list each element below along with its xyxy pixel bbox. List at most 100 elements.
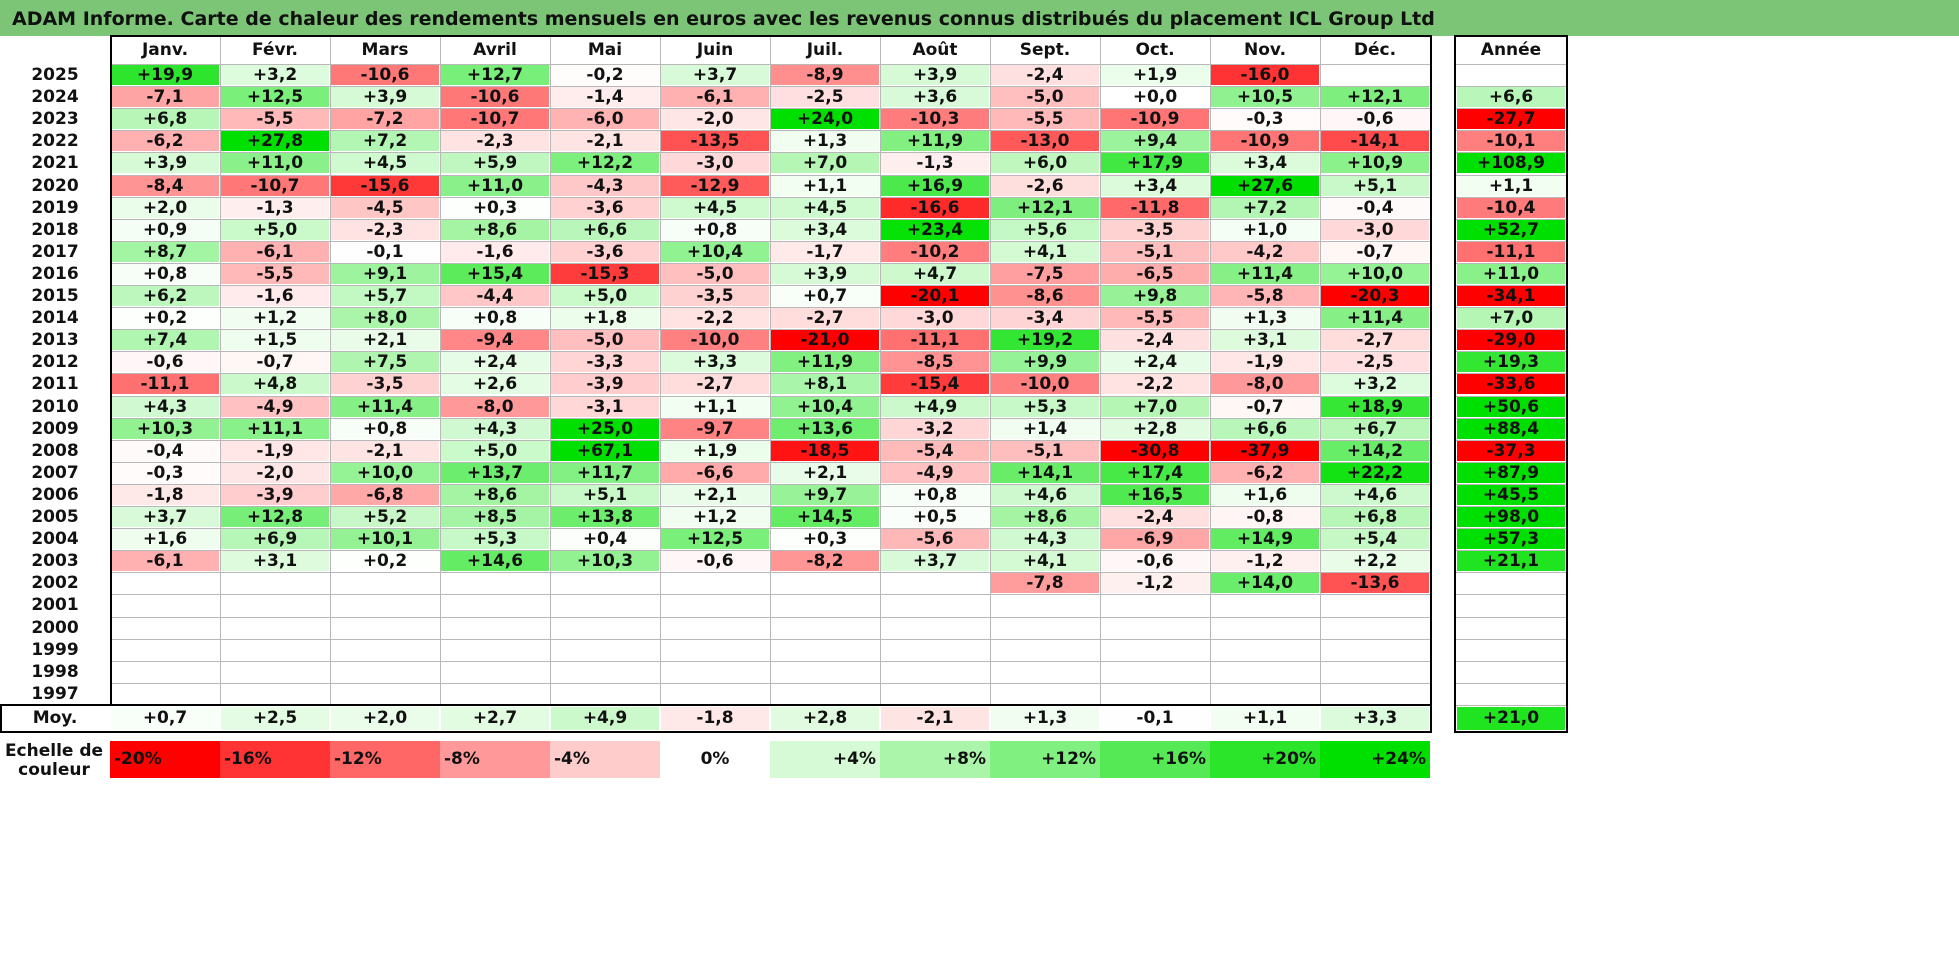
year-label: 2000 xyxy=(31,617,79,638)
heatmap-cell: -2,5 xyxy=(771,87,879,108)
grid-line xyxy=(1100,37,1101,705)
heatmap-cell: +0,9 xyxy=(111,219,219,240)
heatmap-cell: -2,6 xyxy=(991,175,1099,196)
heatmap-cell: +11,4 xyxy=(331,396,439,417)
heatmap-cell xyxy=(1101,639,1209,660)
heatmap-cell xyxy=(991,595,1099,616)
heatmap-cell: -5,5 xyxy=(221,109,329,130)
heatmap-cell: -0,8 xyxy=(1211,507,1319,528)
heatmap-cell: -8,4 xyxy=(111,175,219,196)
heatmap-cell: -3,0 xyxy=(1321,219,1429,240)
grid-line xyxy=(1456,704,1566,706)
heatmap-cell: +10,5 xyxy=(1211,87,1319,108)
heatmap-cell xyxy=(331,639,439,660)
average-cell: +2,0 xyxy=(331,707,439,730)
heatmap-cell: -2,5 xyxy=(1321,352,1429,373)
grid-line xyxy=(1456,196,1566,198)
heatmap-cell: -14,1 xyxy=(1321,131,1429,152)
heatmap-cell xyxy=(111,683,219,704)
grid-line xyxy=(1456,594,1566,596)
heatmap-cell: -7,2 xyxy=(331,109,439,130)
heatmap-cell: -20,1 xyxy=(881,286,989,307)
heatmap-cell: +19,2 xyxy=(991,330,1099,351)
heatmap-cell: +10,4 xyxy=(661,241,769,262)
color-scale-label: Echelle de couleur xyxy=(4,741,104,780)
heatmap-cell xyxy=(991,661,1099,682)
heatmap-cell xyxy=(881,573,989,594)
year-label: 2004 xyxy=(31,529,79,550)
heatmap-cell: +6,8 xyxy=(1321,507,1429,528)
year-label: 2001 xyxy=(31,595,79,616)
heatmap-cell xyxy=(441,661,549,682)
grid-line xyxy=(1210,37,1211,705)
year-label: 2013 xyxy=(31,330,79,351)
heatmap-cell: +0,0 xyxy=(1101,87,1209,108)
annual-cell: +45,5 xyxy=(1457,484,1565,505)
heatmap-cell: -11,1 xyxy=(111,374,219,395)
year-label: 2017 xyxy=(31,241,79,262)
heatmap-cell: +3,9 xyxy=(881,65,989,86)
heatmap-cell: -6,1 xyxy=(661,87,769,108)
heatmap-cell xyxy=(771,595,879,616)
heatmap-cell: +4,1 xyxy=(991,241,1099,262)
heatmap-cell: +8,6 xyxy=(991,507,1099,528)
heatmap-cell: -2,0 xyxy=(221,462,329,483)
grid-line xyxy=(330,37,331,705)
heatmap-cell: +9,4 xyxy=(1101,131,1209,152)
heatmap-cell: +5,7 xyxy=(331,286,439,307)
heatmap-cell: +8,0 xyxy=(331,308,439,329)
heatmap-cell: -2,4 xyxy=(1101,330,1209,351)
heatmap-cell: +9,7 xyxy=(771,484,879,505)
grid-line xyxy=(1456,572,1566,574)
heatmap-cell: +5,0 xyxy=(221,219,329,240)
annual-cell xyxy=(1457,639,1565,660)
annual-cell: +19,3 xyxy=(1457,352,1565,373)
heatmap-cell xyxy=(881,639,989,660)
heatmap-cell: +3,4 xyxy=(1101,175,1209,196)
heatmap-cell: +0,8 xyxy=(441,308,549,329)
heatmap-cell: -5,5 xyxy=(221,263,329,284)
heatmap-cell: -3,0 xyxy=(661,153,769,174)
heatmap-cell: -6,2 xyxy=(1211,462,1319,483)
annual-cell: -29,0 xyxy=(1457,330,1565,351)
heatmap-cell: +3,6 xyxy=(881,87,989,108)
annual-cell xyxy=(1457,683,1565,704)
heatmap-cell xyxy=(331,617,439,638)
annual-cell: +87,9 xyxy=(1457,462,1565,483)
heatmap-cell: +6,9 xyxy=(221,529,329,550)
heatmap-cell: -0,3 xyxy=(111,462,219,483)
heatmap-cell xyxy=(551,595,659,616)
grid-line xyxy=(990,37,991,705)
heatmap-cell: -13,5 xyxy=(661,131,769,152)
heatmap-cell: -11,8 xyxy=(1101,197,1209,218)
heatmap-cell: -13,0 xyxy=(991,131,1099,152)
heatmap-cell: +17,4 xyxy=(1101,462,1209,483)
annual-cell xyxy=(1457,65,1565,86)
heatmap-cell: +2,1 xyxy=(661,484,769,505)
heatmap-cell xyxy=(111,617,219,638)
heatmap-cell: +67,1 xyxy=(551,440,659,461)
heatmap-cell: +1,2 xyxy=(221,308,329,329)
heatmap-cell: +3,7 xyxy=(881,551,989,572)
color-scale-swatch: -16% xyxy=(220,741,330,778)
heatmap-cell xyxy=(1211,617,1319,638)
month-header: Juin xyxy=(696,40,734,60)
heatmap-cell: -3,3 xyxy=(551,352,659,373)
heatmap-cell: -3,2 xyxy=(881,418,989,439)
heatmap-cell: +2,8 xyxy=(1101,418,1209,439)
heatmap-cell: -5,1 xyxy=(991,440,1099,461)
page-title: ADAM Informe. Carte de chaleur des rende… xyxy=(0,0,1959,36)
heatmap-cell: +24,0 xyxy=(771,109,879,130)
grid-line xyxy=(1456,550,1566,552)
heatmap-cell: +7,5 xyxy=(331,352,439,373)
heatmap-cell: +8,7 xyxy=(111,241,219,262)
heatmap-cell: +2,0 xyxy=(111,197,219,218)
heatmap-cell: -4,4 xyxy=(441,286,549,307)
heatmap-cell: +8,5 xyxy=(441,507,549,528)
heatmap-cell: -10,9 xyxy=(1101,109,1209,130)
heatmap-cell: -4,9 xyxy=(221,396,329,417)
heatmap-cell: -5,4 xyxy=(881,440,989,461)
heatmap-cell: +3,9 xyxy=(331,87,439,108)
heatmap-cell: +4,1 xyxy=(991,551,1099,572)
heatmap-cell: +0,3 xyxy=(771,529,879,550)
